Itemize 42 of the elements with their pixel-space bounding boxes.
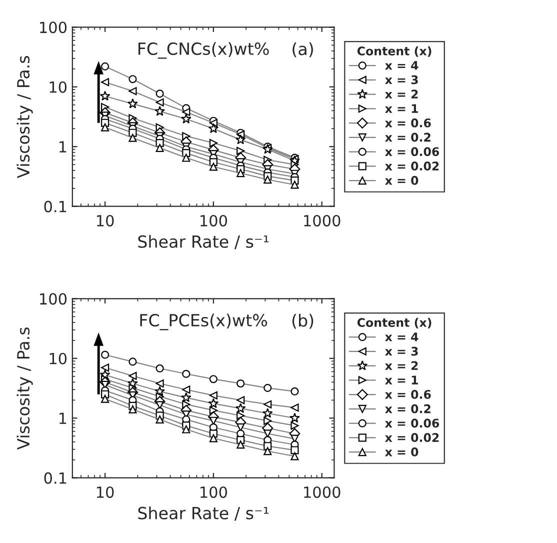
- y-tick-label: 0.1: [44, 472, 66, 484]
- x-tick-label: 1000: [304, 486, 340, 498]
- legend-label: x = 0.06: [384, 147, 440, 156]
- legend-label: x = 0.06: [384, 418, 440, 428]
- legend-label: x = 0.6: [384, 118, 431, 128]
- y-tick-label: 10: [50, 352, 67, 364]
- x-axis-title: Shear Rate / s⁻¹: [138, 506, 269, 521]
- legend-label: x = 4: [384, 332, 418, 342]
- x-tick-label: 1000: [304, 214, 340, 226]
- legend-label: x = 0: [384, 447, 418, 456]
- x-tick-label: 100: [200, 486, 228, 498]
- legend-label: x = 1: [384, 376, 418, 384]
- legend-label: x = 0: [384, 176, 418, 185]
- legend-label: x = 1: [384, 104, 418, 113]
- legend-label: x = 0.2: [384, 132, 430, 142]
- legend-label: x = 0.2: [384, 404, 430, 414]
- y-tick-label: 10: [50, 81, 67, 93]
- legend-label: x = 0.6: [384, 390, 431, 399]
- y-tick-label: 1: [60, 412, 66, 424]
- y-axis-title: Viscosity / Pa.s: [16, 327, 33, 450]
- annotation: (b): [292, 314, 314, 329]
- x-axis-title: Shear Rate / s⁻¹: [138, 235, 269, 250]
- legend-title: Content (x): [357, 318, 432, 328]
- x-tick-label: 10: [97, 214, 114, 226]
- annotation: FC_CNCs(x)wt%: [138, 42, 269, 59]
- y-tick-label: 1: [60, 141, 66, 152]
- annotation: FC_PCEs(x)wt%: [140, 314, 268, 330]
- y-tick-label: 100: [40, 22, 67, 34]
- legend-label: x = 3: [384, 346, 418, 356]
- legend-label: x = 2: [384, 361, 418, 370]
- y-axis-title: Viscosity / Pa.s: [16, 56, 33, 178]
- y-tick-label: 0.1: [44, 200, 66, 212]
- y-tick-label: 100: [40, 293, 67, 305]
- x-tick-label: 10: [97, 486, 114, 498]
- legend-label: x = 2: [384, 90, 418, 98]
- legend-label: x = 0.02: [384, 162, 439, 170]
- legend-label: x = 4: [384, 61, 418, 70]
- annotation: (a): [292, 42, 313, 58]
- legend-label: x = 3: [384, 75, 418, 84]
- legend-title: Content (x): [357, 46, 432, 57]
- x-tick-label: 100: [200, 214, 228, 226]
- legend-label: x = 0.02: [384, 433, 439, 442]
